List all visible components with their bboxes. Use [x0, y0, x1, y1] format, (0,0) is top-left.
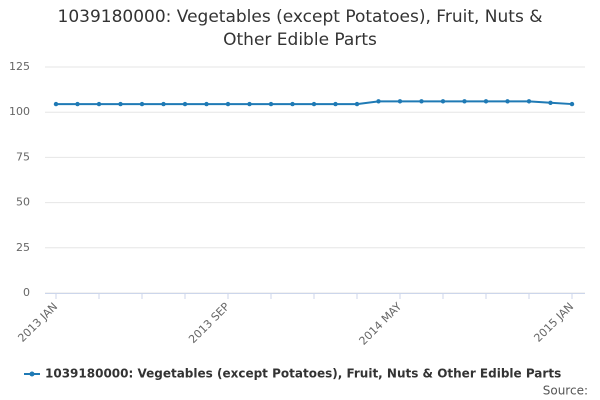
point: [268, 101, 274, 107]
source: Source:: [543, 384, 588, 398]
point: [569, 101, 575, 107]
point: [75, 101, 80, 107]
point: [440, 99, 446, 104]
point: [53, 101, 59, 107]
point: [139, 101, 145, 107]
point: [376, 99, 381, 104]
point: [225, 101, 231, 107]
y-tick-label: 75: [16, 150, 30, 163]
legend-marker: [29, 371, 35, 377]
point: [419, 99, 424, 104]
y-tick-label: 50: [16, 196, 30, 209]
y-tick-label: 125: [9, 60, 30, 73]
point: [526, 99, 532, 104]
chart-title: 1039180000: Vegetables (except Potatoes)…: [57, 7, 543, 50]
point: [182, 101, 188, 107]
point: [96, 101, 102, 107]
y-tick-label: 25: [16, 241, 30, 254]
point: [333, 101, 338, 107]
point: [290, 101, 295, 107]
x-tick-label: 2013 JAN: [15, 300, 60, 345]
point: [204, 101, 209, 107]
x-tick-label: 2014 MAY: [357, 300, 405, 348]
point: [505, 99, 510, 104]
point: [397, 99, 403, 104]
point: [483, 99, 489, 104]
x-tick-label: 2015 JAN: [531, 300, 576, 345]
point: [311, 101, 317, 107]
x-tick-label: 2013 SEP: [186, 300, 232, 346]
y-tick-label: 100: [9, 105, 30, 118]
point: [462, 99, 467, 104]
point: [161, 101, 166, 107]
y-tick-label: 0: [23, 286, 30, 299]
legend-label: 1039180000: Vegetables (except Potatoes)…: [45, 367, 561, 381]
point: [118, 101, 123, 107]
point: [247, 101, 252, 107]
point: [354, 101, 360, 107]
point: [548, 100, 553, 105]
